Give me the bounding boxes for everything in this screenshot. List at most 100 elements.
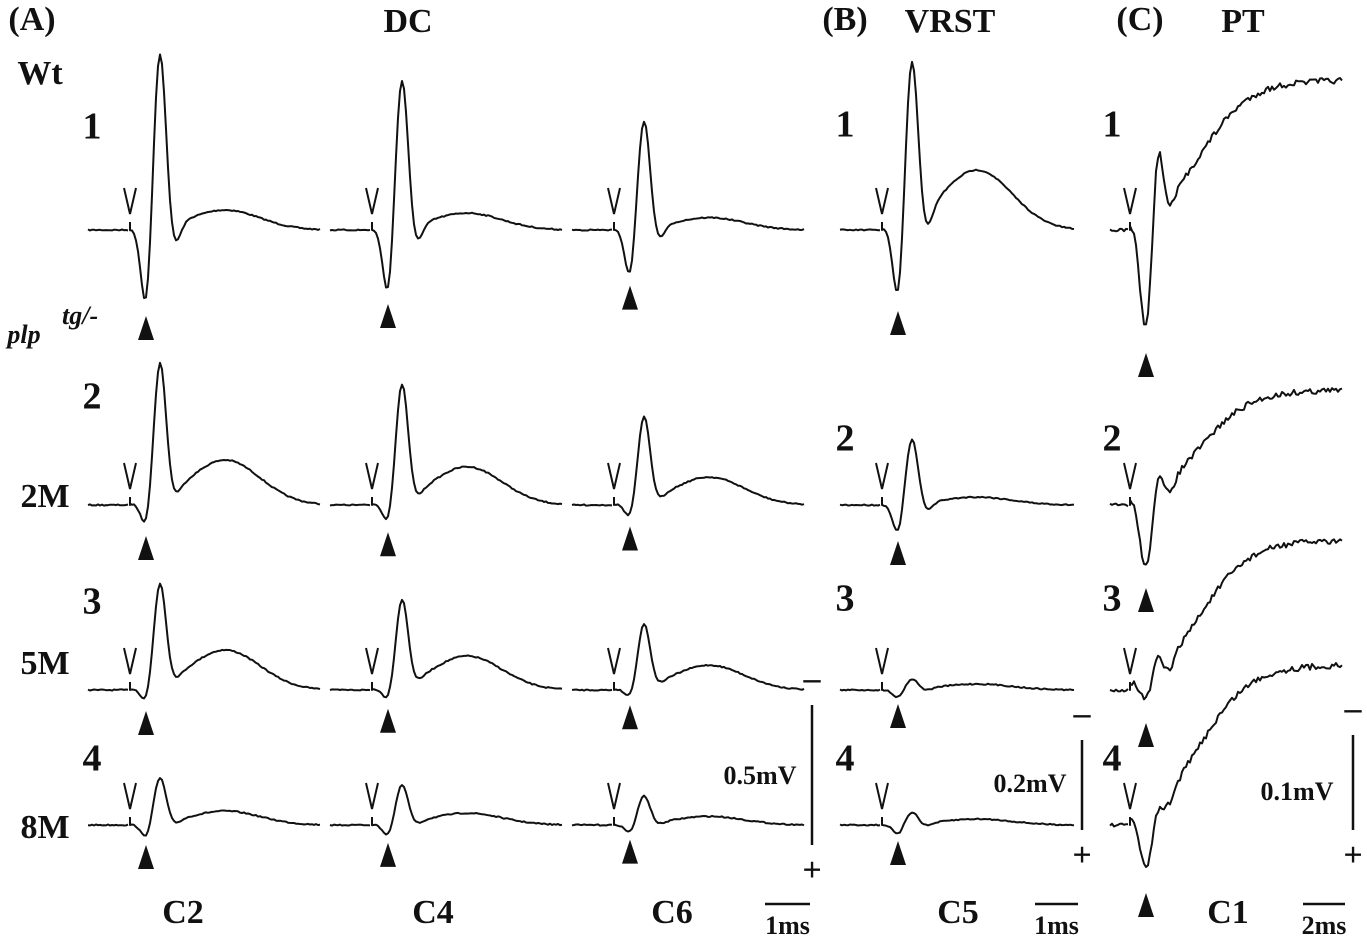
response-marker bbox=[890, 841, 906, 865]
scale-plus: + bbox=[1072, 837, 1091, 874]
row-number: 2 bbox=[1103, 418, 1122, 460]
stimulus-marker bbox=[1123, 647, 1137, 675]
row-number: 4 bbox=[836, 738, 855, 780]
trace bbox=[1109, 538, 1343, 701]
panel-title: VRST bbox=[905, 3, 996, 40]
stimulus-marker bbox=[875, 462, 889, 490]
scale-minus: – bbox=[1344, 690, 1363, 727]
amplitude-label: 0.1mV bbox=[1261, 777, 1334, 806]
stimulus-marker bbox=[875, 647, 889, 675]
row-number: 2 bbox=[836, 418, 855, 460]
trace bbox=[1109, 77, 1343, 326]
panel-label: (C) bbox=[1116, 1, 1163, 38]
stimulus-marker bbox=[607, 187, 621, 215]
response-marker bbox=[138, 845, 154, 869]
stimulus-marker bbox=[365, 647, 379, 675]
row-number: 4 bbox=[1103, 738, 1122, 780]
time-label: 1ms bbox=[765, 911, 810, 940]
stimulus-marker bbox=[123, 462, 137, 490]
scale-minus: – bbox=[803, 660, 822, 697]
response-marker bbox=[138, 536, 154, 560]
age-label: 2M bbox=[20, 478, 69, 515]
trace bbox=[571, 415, 805, 517]
response-marker bbox=[1138, 588, 1154, 612]
response-marker bbox=[380, 304, 396, 328]
column-label: C1 bbox=[1207, 894, 1249, 931]
response-marker bbox=[622, 285, 638, 310]
row-number: 1 bbox=[83, 106, 102, 148]
trace bbox=[1109, 387, 1343, 566]
column-label: C6 bbox=[651, 894, 693, 931]
trace bbox=[839, 811, 1075, 835]
trace bbox=[571, 623, 805, 696]
age-label: 8M bbox=[20, 809, 69, 846]
trace bbox=[839, 438, 1075, 531]
trace bbox=[87, 777, 321, 837]
trace bbox=[87, 53, 321, 299]
panel-title: DC bbox=[383, 3, 432, 40]
stimulus-marker bbox=[875, 782, 889, 810]
stimulus-marker bbox=[607, 462, 621, 490]
response-marker bbox=[622, 705, 638, 730]
trace bbox=[329, 784, 563, 836]
response-marker bbox=[890, 541, 906, 565]
column-label: C5 bbox=[937, 894, 979, 931]
trace bbox=[571, 120, 805, 273]
trace bbox=[571, 794, 805, 833]
panel-label: (B) bbox=[822, 1, 867, 38]
scale-plus: + bbox=[802, 852, 821, 889]
trace bbox=[839, 678, 1075, 699]
stimulus-marker bbox=[365, 187, 379, 215]
row-number: 1 bbox=[1103, 104, 1122, 146]
response-marker bbox=[890, 704, 906, 728]
stimulus-marker bbox=[1123, 187, 1137, 215]
mutant-superscript: tg/- bbox=[62, 301, 98, 330]
time-label: 1ms bbox=[1034, 911, 1079, 940]
stimulus-marker bbox=[365, 462, 379, 490]
time-label: 2ms bbox=[1302, 911, 1347, 940]
stimulus-marker bbox=[1123, 462, 1137, 490]
trace bbox=[87, 582, 321, 700]
response-marker bbox=[1138, 723, 1154, 747]
column-label: C4 bbox=[412, 894, 454, 931]
row-number: 3 bbox=[1103, 578, 1122, 620]
control-label: Wt bbox=[17, 55, 63, 92]
stimulus-marker bbox=[123, 647, 137, 675]
trace bbox=[87, 361, 321, 523]
response-marker bbox=[1138, 893, 1154, 917]
amplitude-label: 0.2mV bbox=[994, 769, 1067, 798]
stimulus-marker bbox=[1123, 782, 1137, 810]
stimulus-marker bbox=[607, 782, 621, 810]
stimulus-marker bbox=[365, 782, 379, 810]
trace bbox=[329, 383, 563, 521]
response-marker bbox=[138, 316, 154, 340]
stimulus-marker bbox=[875, 187, 889, 215]
scale-plus: + bbox=[1343, 837, 1362, 874]
response-marker bbox=[622, 526, 638, 551]
column-label: C2 bbox=[162, 894, 204, 931]
stimulus-marker bbox=[607, 647, 621, 675]
panel-title: PT bbox=[1221, 3, 1265, 40]
response-marker bbox=[380, 708, 396, 733]
row-number: 4 bbox=[83, 738, 102, 780]
row-number: 3 bbox=[83, 581, 102, 623]
row-number: 3 bbox=[836, 578, 855, 620]
trace bbox=[839, 60, 1075, 291]
row-number: 1 bbox=[836, 104, 855, 146]
row-number: 2 bbox=[83, 376, 102, 418]
amplitude-label: 0.5mV bbox=[724, 761, 797, 790]
stimulus-marker bbox=[123, 187, 137, 215]
age-label: 5M bbox=[20, 645, 69, 682]
scale-minus: – bbox=[1073, 695, 1092, 732]
trace bbox=[329, 80, 563, 289]
trace bbox=[329, 598, 563, 699]
trace bbox=[1109, 662, 1343, 868]
response-marker bbox=[622, 839, 638, 864]
panel-label: (A) bbox=[8, 1, 55, 38]
response-marker bbox=[380, 842, 396, 867]
mutant-label: plp bbox=[5, 320, 40, 349]
stimulus-marker bbox=[123, 782, 137, 810]
response-marker bbox=[138, 711, 154, 735]
